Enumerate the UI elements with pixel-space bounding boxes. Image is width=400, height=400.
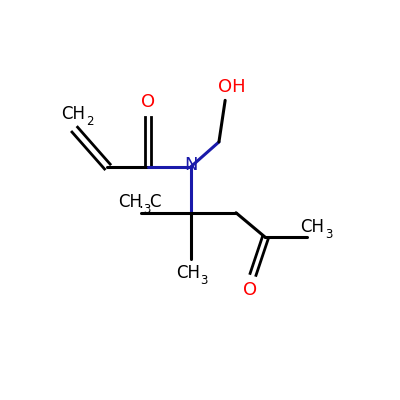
Text: O: O	[243, 281, 257, 299]
Text: 3: 3	[143, 203, 151, 216]
Text: CH: CH	[119, 193, 143, 211]
Text: 3: 3	[325, 228, 332, 241]
Text: CH: CH	[176, 264, 200, 282]
Text: CH: CH	[61, 105, 85, 123]
Text: .: .	[138, 196, 143, 211]
Text: C: C	[149, 193, 160, 211]
Text: CH: CH	[300, 218, 324, 236]
Text: 2: 2	[86, 116, 94, 128]
Text: OH: OH	[218, 78, 245, 96]
Text: 3: 3	[200, 274, 207, 287]
Text: O: O	[140, 93, 155, 111]
Text: N: N	[184, 156, 198, 174]
